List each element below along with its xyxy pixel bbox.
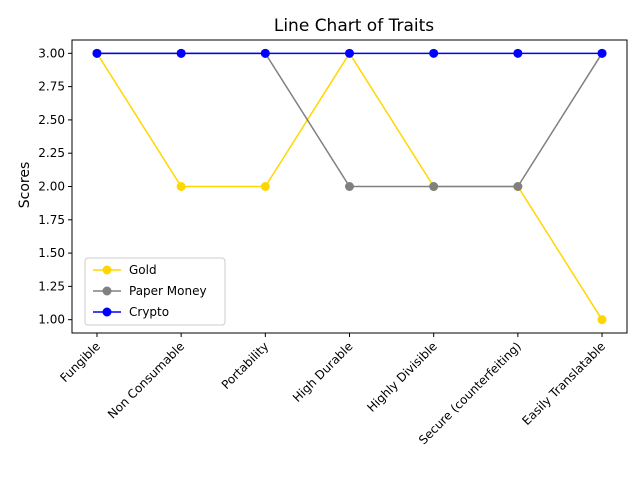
x-tick-label: Highly Divisible	[364, 339, 439, 414]
chart-title: Line Chart of Traits	[274, 16, 434, 36]
y-tick-label: 2.50	[38, 113, 65, 127]
data-point-crypto	[176, 48, 186, 58]
x-tick-label: Portability	[219, 339, 272, 392]
y-axis-ticks: 1.00 1.25 1.50 1.75 2.00 2.25 2.50 2.75 3.00	[38, 46, 72, 327]
series-lines	[92, 48, 607, 325]
legend-marker	[102, 265, 112, 275]
legend-marker	[102, 286, 112, 296]
x-tick-label: Non Consumable	[105, 339, 187, 421]
legend-marker	[102, 307, 112, 317]
y-tick-label: 2.25	[38, 146, 65, 160]
x-tick-label: Easily Translatable	[519, 339, 608, 428]
legend-label: Paper Money	[129, 284, 207, 298]
y-tick-label: 1.50	[38, 246, 65, 260]
legend-box	[84, 257, 226, 326]
y-tick-label: 2.75	[38, 80, 65, 94]
legend: Gold Paper Money Crypto	[84, 257, 226, 326]
data-point-paper-money	[513, 182, 523, 191]
data-point-gold	[260, 182, 270, 191]
data-point-gold	[597, 315, 607, 325]
series-line-paper-money	[96, 52, 603, 188]
data-point-crypto	[513, 48, 523, 58]
data-point-paper-money	[429, 182, 439, 191]
y-axis-label: Scores	[17, 162, 33, 209]
data-point-gold	[176, 182, 186, 191]
y-tick-label: 1.00	[38, 313, 65, 327]
data-point-crypto	[345, 48, 354, 58]
y-tick-label: 1.75	[38, 213, 65, 227]
data-point-crypto	[260, 48, 270, 58]
y-tick-label: 2.00	[38, 180, 65, 194]
data-point-crypto	[429, 48, 439, 58]
data-point-crypto	[92, 48, 102, 58]
data-point-crypto	[597, 48, 607, 58]
legend-label: Gold	[129, 263, 157, 277]
data-point-paper-money	[345, 182, 354, 191]
x-tick-label: High Durable	[290, 339, 356, 405]
legend-label: Crypto	[129, 305, 169, 319]
x-tick-label: Fungible	[57, 339, 103, 385]
y-tick-label: 1.25	[38, 279, 65, 293]
x-axis-ticks: Fungible Non Consumable Portability High Du…	[57, 333, 608, 447]
y-tick-label: 3.00	[38, 46, 65, 60]
plot-frame	[71, 39, 628, 334]
